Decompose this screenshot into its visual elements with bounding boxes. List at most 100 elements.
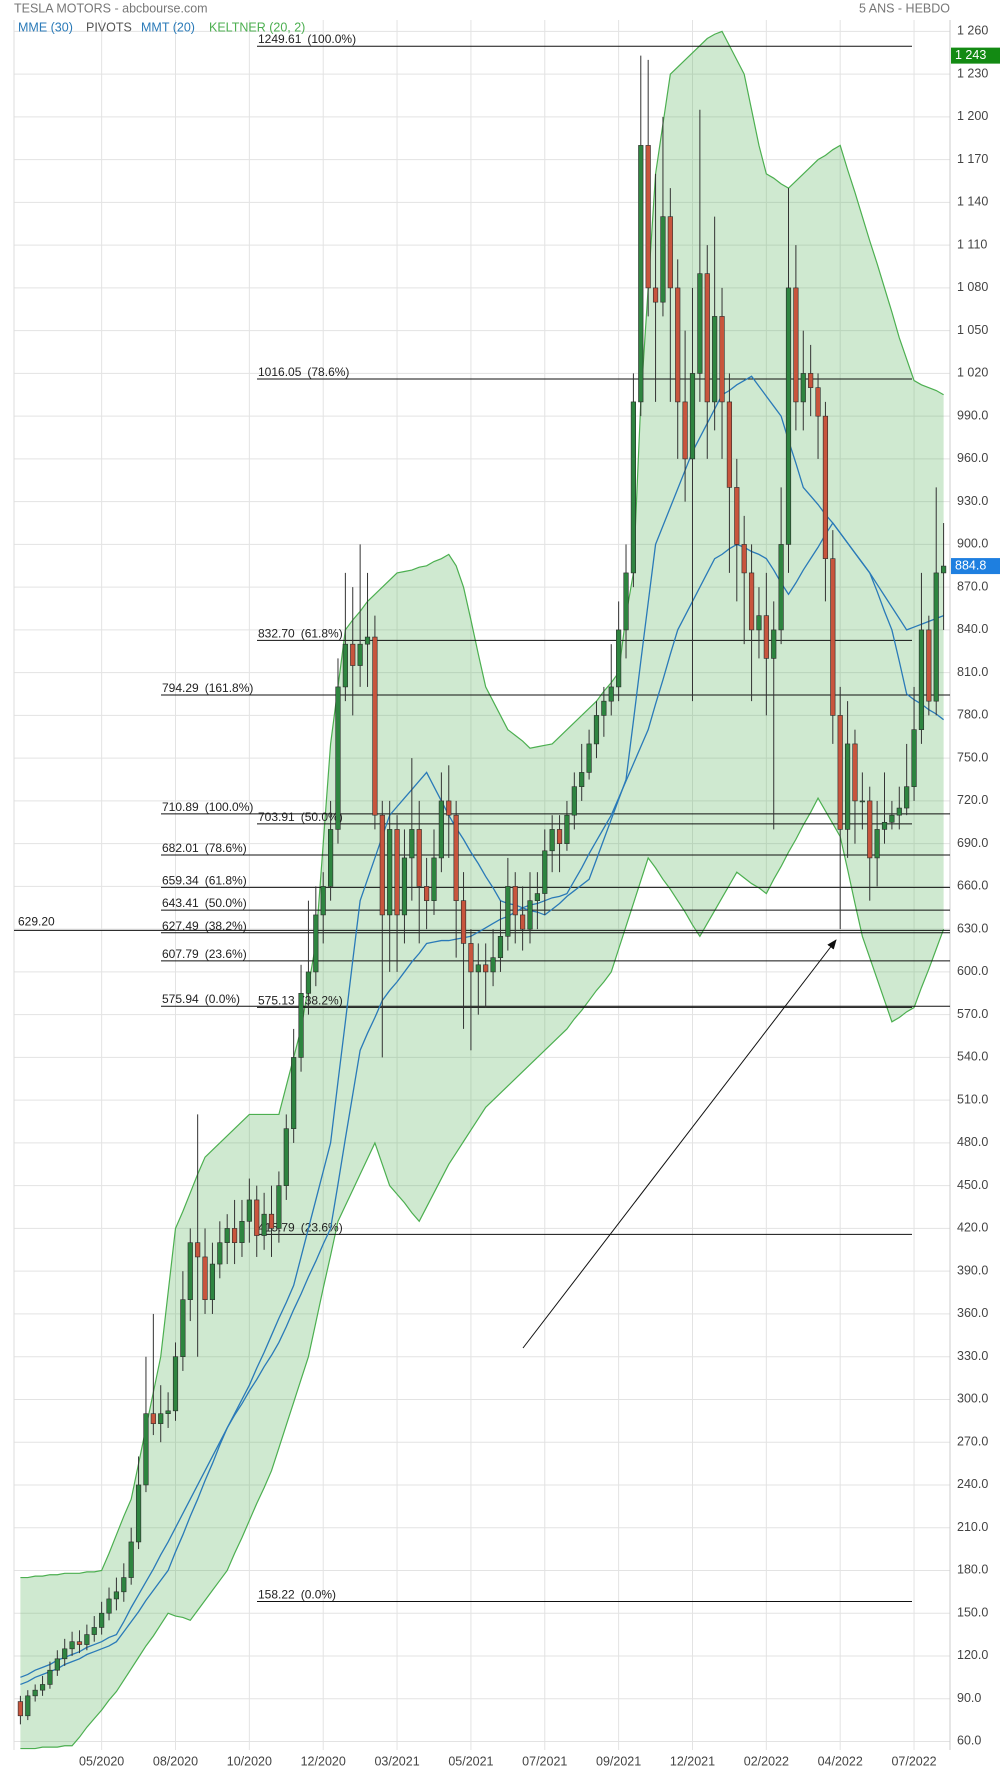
keltner-band xyxy=(20,31,944,1749)
y-tick-label: 420.0 xyxy=(957,1221,988,1235)
candle-body xyxy=(47,1669,53,1685)
candle-body xyxy=(512,886,518,916)
pivot-label: 1249.61 (100.0%) xyxy=(258,32,356,46)
y-tick-label: 210.0 xyxy=(957,1520,988,1534)
y-tick-label: 360.0 xyxy=(957,1306,988,1320)
pivot-label: 607.79 (23.6%) xyxy=(162,947,247,961)
candle-body xyxy=(99,1612,105,1628)
candle-body xyxy=(652,287,659,303)
candle-body xyxy=(527,900,533,930)
candle-body xyxy=(283,1128,289,1186)
candle-body xyxy=(305,971,312,994)
candle-body xyxy=(468,943,474,973)
candle-body xyxy=(904,786,910,809)
y-tick-label: 840.0 xyxy=(957,622,988,636)
pivot-value: 1016.05 xyxy=(258,365,302,379)
x-tick-label: 02/2022 xyxy=(744,1754,789,1768)
y-tick-label: 90.0 xyxy=(957,1691,981,1705)
candle-body xyxy=(534,893,540,901)
candle-body xyxy=(416,829,422,887)
y-tick-label: 150.0 xyxy=(957,1605,988,1619)
y-tick-label: 1 050 xyxy=(957,323,988,337)
pivot-value: 158.22 xyxy=(258,1588,295,1602)
candle-body xyxy=(328,829,334,887)
trend-arrow xyxy=(522,939,837,1349)
pivot-label: 794.29 (161.8%) xyxy=(162,681,253,695)
candle-body xyxy=(756,615,762,631)
candle-body xyxy=(793,287,799,403)
candle-body xyxy=(62,1648,68,1660)
keltner-line xyxy=(20,30,944,1579)
candle-body xyxy=(822,415,829,559)
candle-body xyxy=(719,316,725,403)
legend-entry: PIVOTS xyxy=(86,20,132,34)
y-tick-label: 570.0 xyxy=(957,1007,988,1021)
candle-body xyxy=(704,273,710,403)
candle-body xyxy=(748,572,755,631)
candle-body xyxy=(741,544,747,574)
candle-body xyxy=(195,1242,201,1258)
candle-body xyxy=(446,800,452,816)
candle-body xyxy=(785,287,792,545)
chart-subtitle: 5 ANS - HEBDO xyxy=(859,1,950,15)
pivot-label: 703.91 (50.0%) xyxy=(258,810,343,824)
candle-body xyxy=(638,145,644,403)
candle-body xyxy=(409,829,415,859)
candle-body xyxy=(874,829,880,859)
candle-body xyxy=(579,772,585,787)
candle-body xyxy=(497,936,504,958)
candle-body xyxy=(298,993,304,1058)
x-tick-label: 05/2021 xyxy=(448,1754,493,1768)
candle-body xyxy=(32,1689,38,1697)
candle-body xyxy=(852,743,858,802)
y-tick-label: 630.0 xyxy=(957,921,988,935)
candle-body xyxy=(490,957,496,973)
candle-body xyxy=(800,373,806,403)
candle-body xyxy=(202,1256,208,1300)
pivot-ratio: (23.6%) xyxy=(205,947,247,961)
pivot-value: 703.91 xyxy=(258,810,295,824)
candle-body xyxy=(438,800,444,859)
candle-body xyxy=(342,643,348,688)
candle-body xyxy=(697,273,703,374)
candle-body xyxy=(483,964,489,973)
candle-body xyxy=(926,629,932,702)
pivot-ratio: (23.6%) xyxy=(301,1221,343,1235)
y-tick-label: 900.0 xyxy=(957,537,988,551)
candle-body xyxy=(660,216,666,303)
x-tick-label: 12/2020 xyxy=(301,1754,346,1768)
legend-entry: KELTNER (20, 2) xyxy=(209,20,305,34)
pivot-ratio: (100.0%) xyxy=(307,32,356,46)
candle-body xyxy=(113,1591,120,1600)
candle-body xyxy=(135,1484,142,1543)
candle-body xyxy=(771,629,777,659)
pivot-label: 627.49 (38.2%) xyxy=(162,919,247,933)
last-price-label: 884.8 xyxy=(955,558,986,572)
candle-body xyxy=(726,401,733,488)
candle-body xyxy=(76,1641,83,1645)
pivot-ratio: (161.8%) xyxy=(205,681,254,695)
pivot-label: 682.01 (78.6%) xyxy=(162,841,247,855)
pivot-ratio: (38.2%) xyxy=(301,994,343,1008)
candle-body xyxy=(239,1221,245,1243)
candle-body xyxy=(25,1695,31,1717)
x-tick-label: 09/2021 xyxy=(596,1754,641,1768)
candle-body xyxy=(616,629,622,688)
pivot-ratio: (0.0%) xyxy=(205,992,240,1006)
candle-body xyxy=(571,786,577,816)
x-tick-label: 05/2020 xyxy=(79,1754,124,1768)
candle-body xyxy=(187,1242,193,1300)
candle-body xyxy=(734,487,740,545)
pivot-ratio: (61.8%) xyxy=(301,626,343,640)
pivot-ratio: (50.0%) xyxy=(205,896,247,910)
x-tick-label: 08/2020 xyxy=(153,1754,198,1768)
y-tick-label: 120.0 xyxy=(957,1648,988,1662)
keltner-line xyxy=(20,796,945,1750)
candle-body xyxy=(889,814,895,823)
y-tick-label: 1 170 xyxy=(957,152,988,166)
x-tick-label: 07/2022 xyxy=(891,1754,936,1768)
y-tick-label: 600.0 xyxy=(957,964,988,978)
candle-body xyxy=(608,686,614,702)
y-tick-label: 390.0 xyxy=(957,1263,988,1277)
candle-body xyxy=(254,1199,260,1236)
